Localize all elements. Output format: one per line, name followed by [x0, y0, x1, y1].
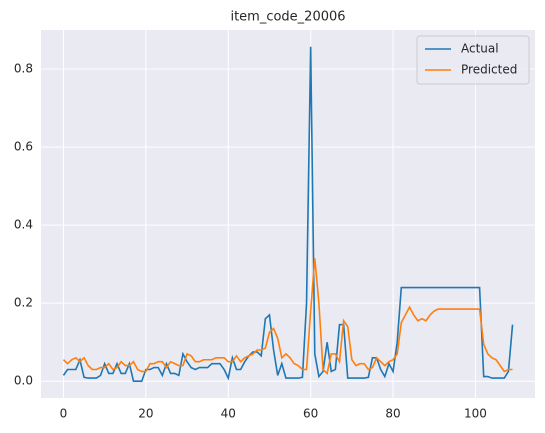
x-tick-label: 80	[385, 407, 400, 421]
legend-box	[416, 35, 530, 85]
x-tick-label: 40	[221, 407, 236, 421]
chart-title: item_code_20006	[230, 10, 345, 25]
legend-label: Predicted	[461, 63, 517, 77]
y-tick-label: 0.2	[14, 296, 33, 310]
x-tick-label: 0	[60, 407, 68, 421]
line	[62, 258, 513, 375]
legend-label: Actual	[461, 42, 499, 56]
x-tick-label: 60	[303, 407, 318, 421]
y-tick-label: 0.4	[14, 218, 33, 232]
x-tick-label: 20	[138, 407, 153, 421]
y-tick-label: 0.6	[14, 140, 33, 154]
line	[62, 46, 514, 383]
y-tick-label: 0.0	[14, 374, 33, 388]
y-tick-label: 0.8	[14, 62, 33, 76]
plot-area	[41, 30, 535, 398]
x-tick-label: 100	[464, 407, 487, 421]
